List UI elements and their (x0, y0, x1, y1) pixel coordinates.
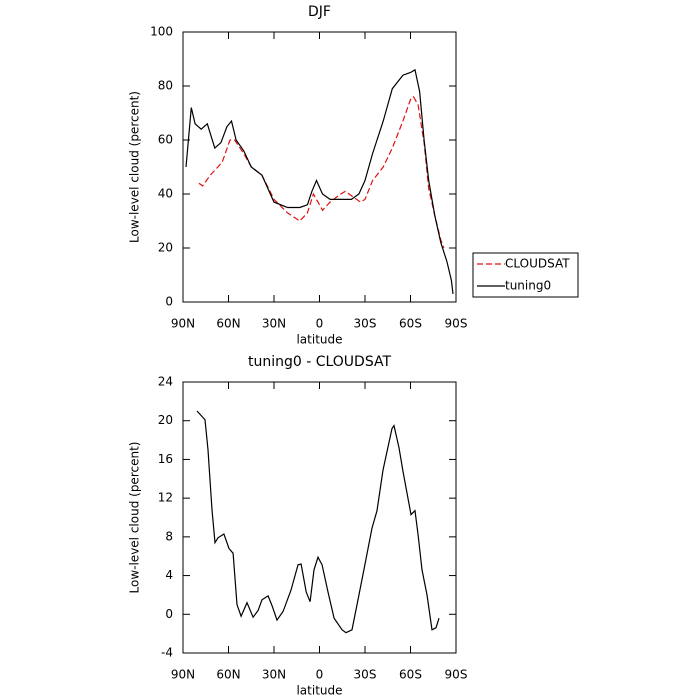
y-axis-label: Low-level cloud (percent) (128, 442, 142, 594)
x-tick-label: 60N (216, 668, 240, 682)
legend-label: tuning0 (505, 279, 551, 293)
x-tick-label: 90S (445, 668, 468, 682)
x-tick-label: 60S (399, 317, 422, 331)
y-tick-label: 24 (158, 375, 173, 389)
chart-title: tuning0 - CLOUDSAT (248, 354, 392, 370)
legend-box (472, 252, 579, 298)
y-tick-label: 20 (158, 241, 173, 255)
x-tick-label: 30N (262, 317, 286, 331)
x-tick-label: 60S (399, 668, 422, 682)
x-axis-label: latitude (296, 333, 342, 347)
legend-label: CLOUDSAT (505, 257, 570, 271)
data-line (185, 68, 454, 294)
y-tick-label: 4 (165, 568, 173, 582)
y-axis-label: Low-level cloud (percent) (128, 91, 142, 243)
x-tick-label: 60N (216, 317, 240, 331)
y-tick-label: 60 (158, 133, 173, 147)
plot-frame (182, 381, 457, 654)
y-tick-label: -4 (161, 646, 173, 660)
y-tick-label: 40 (158, 187, 173, 201)
data-line (196, 410, 440, 634)
x-tick-label: 90N (171, 317, 195, 331)
chart-title: DJF (308, 4, 331, 20)
y-tick-label: 0 (165, 295, 173, 309)
data-line (198, 95, 445, 249)
x-tick-label: 90S (445, 317, 468, 331)
x-tick-label: 0 (316, 317, 324, 331)
y-tick-label: 16 (158, 452, 173, 466)
y-tick-label: 0 (165, 607, 173, 621)
y-tick-label: 12 (158, 491, 173, 505)
x-tick-label: 0 (316, 668, 324, 682)
x-tick-label: 30S (354, 668, 377, 682)
y-tick-label: 20 (158, 413, 173, 427)
x-tick-label: 90N (171, 668, 195, 682)
x-tick-label: 30N (262, 668, 286, 682)
y-tick-label: 8 (165, 529, 173, 543)
y-tick-label: 80 (158, 79, 173, 93)
x-axis-label: latitude (296, 684, 342, 698)
y-tick-label: 100 (150, 25, 173, 39)
x-tick-label: 30S (354, 317, 377, 331)
